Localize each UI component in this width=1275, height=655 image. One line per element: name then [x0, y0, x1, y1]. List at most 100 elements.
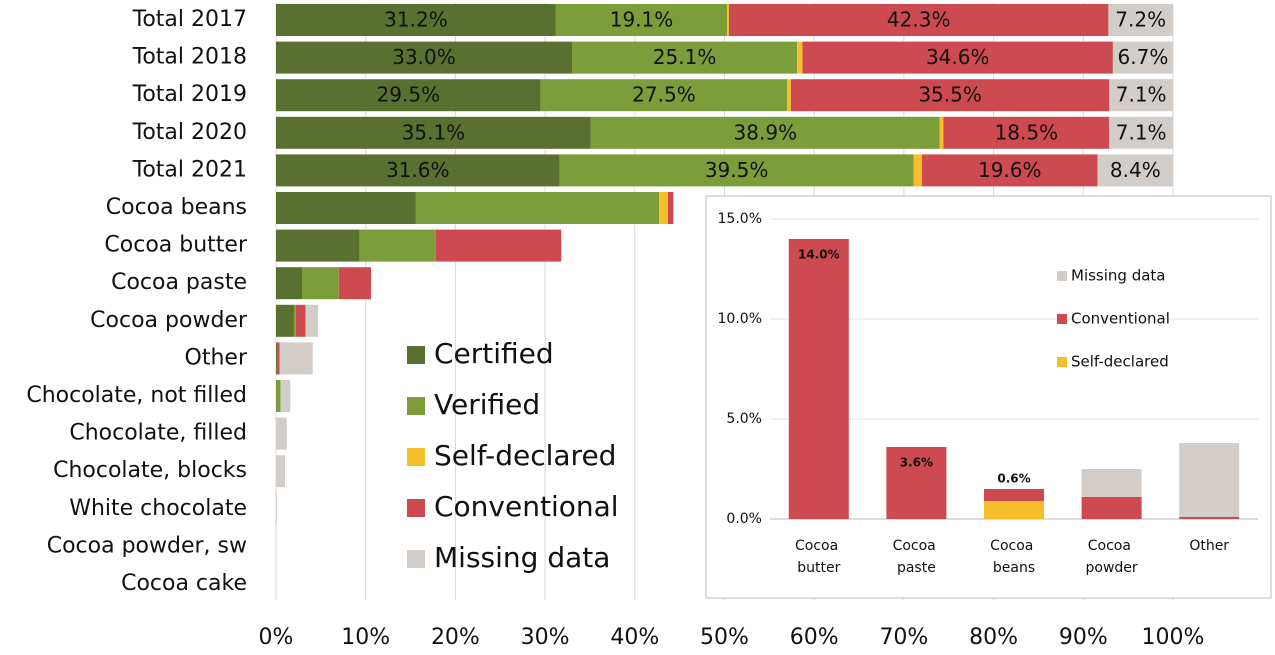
bar-segment [555, 4, 728, 36]
value-label: 7.1% [1116, 83, 1167, 107]
value-label: 19.1% [610, 8, 674, 32]
value-label: 14.0% [798, 248, 840, 262]
value-label: 33.0% [392, 45, 456, 69]
bar-segment [1108, 4, 1173, 36]
bar-segment [1112, 41, 1173, 74]
y-tick-label: Total 2018 [132, 45, 247, 70]
bar-segment [540, 79, 788, 112]
x-tick-label: 50% [700, 625, 749, 650]
value-label: 39.5% [705, 158, 769, 182]
x-tick-label: Cocoa powder [1086, 538, 1138, 576]
bar-segment [572, 41, 798, 74]
bar-segment [276, 417, 287, 450]
bar-segment [559, 154, 914, 187]
value-label: 19.6% [978, 158, 1042, 182]
legend-swatch [407, 346, 425, 364]
y-tick-label: White chocolate [69, 496, 247, 521]
bar-segment [943, 116, 1110, 149]
value-label: 8.4% [1110, 158, 1161, 182]
x-tick-label: 90% [1059, 625, 1108, 650]
bar-segment [659, 192, 668, 224]
y-tick-label: Chocolate, filled [69, 421, 247, 446]
legend-swatch [1057, 357, 1067, 367]
y-tick-label: 15.0% [718, 211, 762, 227]
legend-swatch [407, 397, 425, 415]
bar-segment [1081, 497, 1142, 519]
value-label: 31.6% [386, 158, 450, 182]
value-label: 35.5% [918, 83, 982, 107]
bar-segment [435, 229, 562, 262]
x-tick-label: 80% [969, 625, 1018, 650]
bar-segment [305, 304, 319, 337]
inset-chart: 0.0% 5.0% 10.0% 15.0% Cocoa butter Cocoa past… [718, 211, 1258, 576]
legend-label: Self-declared [1071, 353, 1169, 371]
bar-segment [1179, 517, 1240, 519]
y-tick-label: Cocoa butter [104, 233, 248, 258]
bar-segment [1179, 443, 1240, 517]
bar-segment [797, 41, 803, 74]
y-tick-label: 0.0% [726, 511, 762, 527]
value-label: 29.5% [377, 83, 441, 107]
bar-segment [790, 79, 1110, 112]
value-label: 42.3% [887, 8, 951, 32]
bar-segment [984, 489, 1044, 501]
bar-segment [279, 342, 313, 375]
y-tick-label: Total 2019 [132, 82, 247, 107]
bar-segment [984, 501, 1044, 519]
bar-segment [590, 116, 940, 149]
bar-segment [1109, 79, 1173, 112]
bar-segment [913, 154, 922, 187]
value-label: 38.9% [734, 120, 798, 144]
legend-swatch [1057, 314, 1067, 324]
bar-segment [293, 304, 296, 337]
bar-segment [276, 342, 280, 375]
bar-segment [276, 192, 416, 224]
bar-segment [276, 4, 556, 36]
x-tick-label: 40% [610, 625, 659, 650]
x-tick-label: 20% [431, 625, 480, 650]
bar-segment [415, 192, 660, 224]
value-label: 35.1% [402, 120, 466, 144]
x-tick-label: Cocoa butter [795, 538, 843, 576]
legend-label: Self-declared [434, 439, 616, 472]
bar-segment [276, 229, 360, 262]
bar-segment [280, 380, 291, 412]
x-tick-label: 0% [259, 625, 294, 650]
bar-segment [667, 192, 674, 224]
value-label: 7.2% [1115, 8, 1166, 32]
x-tick-label: 70% [879, 625, 928, 650]
bar-segment [338, 267, 372, 300]
value-label: 27.5% [632, 83, 696, 107]
y-tick-label: Other [185, 345, 248, 370]
legend-swatch [407, 550, 425, 568]
legend-label: Missing data [434, 541, 610, 574]
y-tick-label: Total 2017 [132, 7, 247, 32]
value-label: 34.6% [926, 45, 990, 69]
bar-segment [886, 447, 947, 519]
y-tick-label: Cocoa paste [111, 270, 247, 295]
value-label: 6.7% [1118, 45, 1169, 69]
bar-segment [728, 4, 1109, 36]
bar-segment [359, 229, 436, 262]
bar-segment [276, 492, 277, 525]
y-tick-label: Cocoa powder, sw [47, 533, 247, 558]
y-tick-label: 5.0% [726, 411, 762, 427]
bar-segment [276, 380, 281, 412]
value-label: 0.6% [997, 472, 1030, 486]
legend-label: Conventional [1071, 310, 1170, 328]
y-tick-label: Chocolate, not filled [26, 383, 247, 408]
bar-segment [1109, 116, 1173, 149]
y-tick-label: Total 2020 [132, 120, 247, 145]
legend-label: Certified [434, 337, 554, 370]
x-tick-label: Cocoa paste [893, 538, 941, 576]
value-label: 25.1% [653, 45, 717, 69]
bar-segment [802, 41, 1113, 74]
bar-segment [1097, 154, 1173, 187]
x-tick-label: 60% [790, 625, 839, 650]
bar-segment [939, 116, 944, 149]
y-tick-label: Chocolate, blocks [53, 458, 247, 483]
legend-label: Missing data [1071, 267, 1166, 285]
bar-segment [276, 79, 541, 112]
legend-label: Conventional [434, 490, 619, 523]
bar-segment [921, 154, 1098, 187]
